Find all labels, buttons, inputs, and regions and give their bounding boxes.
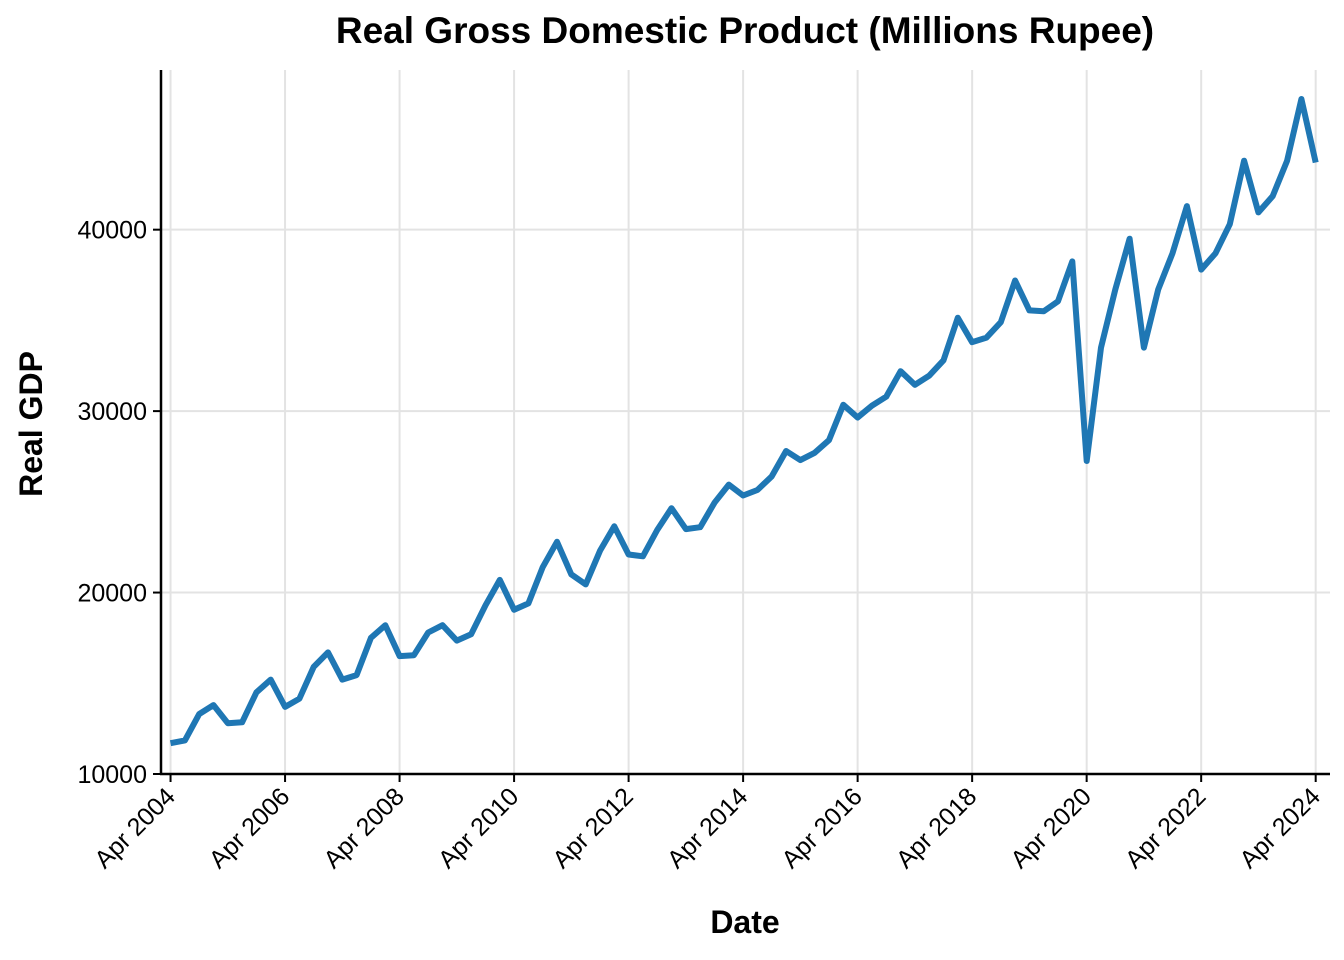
x-tick-label: Apr 2024 xyxy=(1234,782,1326,874)
series-line-group xyxy=(169,96,1319,747)
x-tick-label: Apr 2004 xyxy=(89,782,181,874)
x-tick-label: Apr 2006 xyxy=(204,782,296,874)
x-tick-label: Apr 2008 xyxy=(318,782,410,874)
x-axis-label: Date xyxy=(710,904,780,940)
y-tick-label: 10000 xyxy=(77,761,147,789)
x-tick-label: Apr 2014 xyxy=(662,782,754,874)
x-tick-label: Apr 2020 xyxy=(1005,782,1097,874)
x-tick-label: Apr 2018 xyxy=(891,782,983,874)
y-tick-label: 30000 xyxy=(77,398,147,426)
x-tick-label: Apr 2012 xyxy=(547,782,639,874)
gridlines xyxy=(161,70,1330,774)
series-line xyxy=(169,96,1319,747)
x-tick-label: Apr 2022 xyxy=(1120,782,1212,874)
y-tick-label: 20000 xyxy=(77,580,147,608)
y-axis-label: Real GDP xyxy=(13,351,49,497)
x-tick-label: Apr 2010 xyxy=(433,782,525,874)
y-tick-label: 40000 xyxy=(77,217,147,245)
axes xyxy=(153,70,1330,782)
x-tick-label: Apr 2016 xyxy=(776,782,868,874)
chart-title: Real Gross Domestic Product (Millions Ru… xyxy=(335,10,1155,51)
